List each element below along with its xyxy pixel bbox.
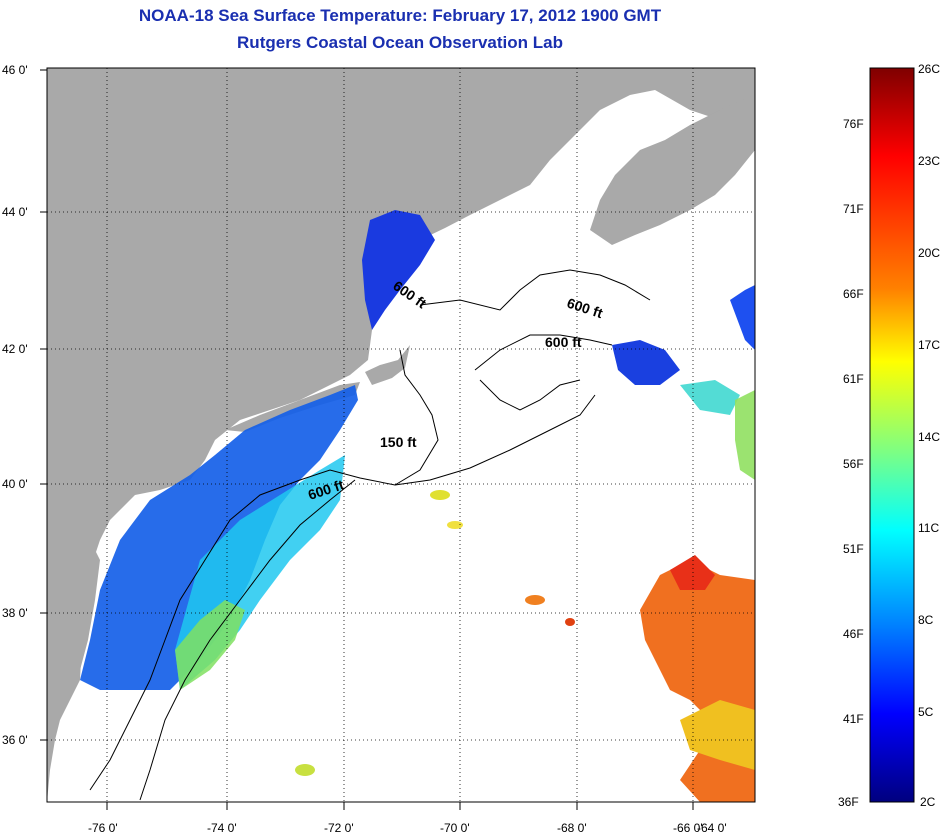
contour-label: 150 ft <box>380 434 417 450</box>
colorbar-celsius-label: 11C <box>918 521 939 535</box>
map-subtitle: Rutgers Coastal Ocean Observation Lab <box>237 33 563 52</box>
sst-gulf-stream-red <box>670 555 715 590</box>
colorbar-celsius-label: 23C <box>918 154 940 168</box>
lon-tick-label: -68 0' <box>557 821 587 835</box>
lon-tick-label: -66 0' <box>673 821 703 835</box>
bathymetry-contours <box>89 269 651 801</box>
sst-patch <box>295 764 315 776</box>
sst-patch <box>565 618 575 626</box>
colorbar-celsius-label: 20C <box>918 246 940 260</box>
sst-gulf-maine <box>362 210 435 330</box>
colorbar-fahrenheit-label: 41F <box>843 712 864 726</box>
colorbar-celsius-label: 2C <box>920 795 936 809</box>
sst-east-green <box>735 390 755 480</box>
land-mainland <box>47 68 755 802</box>
lon-tick-label: -72 0' <box>324 821 354 835</box>
colorbar-celsius-label: 8C <box>918 613 934 627</box>
colorbar-fahrenheit-label: 36F <box>838 795 859 809</box>
lon-tick-label: -76 0' <box>88 821 118 835</box>
lon-tick-label: -64 0' <box>697 821 727 835</box>
lat-tick-label: 42 0' <box>2 342 28 356</box>
colorbar-celsius-label: 14C <box>918 430 940 444</box>
land-nova-scotia <box>590 95 755 245</box>
colorbar-fahrenheit-label: 56F <box>843 457 864 471</box>
colorbar-celsius-label: 5C <box>918 705 934 719</box>
plot-frame <box>46 67 756 803</box>
contour-label: 600 ft <box>545 334 582 350</box>
sst-patch <box>430 490 450 500</box>
colorbar-fahrenheit-label: 61F <box>843 372 864 386</box>
colorbar-fahrenheit-label: 46F <box>843 627 864 641</box>
land-long-island <box>225 382 360 432</box>
sst-patch <box>447 521 463 529</box>
colorbar <box>869 67 915 803</box>
colorbar-celsius-label: 17C <box>918 338 940 352</box>
sst-patch <box>525 595 545 605</box>
land-cape-cod <box>365 345 410 385</box>
land-delmarva <box>72 540 100 670</box>
colorbar-fahrenheit-label: 71F <box>843 202 864 216</box>
lat-tick-label: 40 0' <box>2 477 28 491</box>
lat-tick-label: 36 0' <box>2 733 28 747</box>
colorbar-fahrenheit-label: 66F <box>843 287 864 301</box>
lon-tick-label: -74 0' <box>207 821 237 835</box>
lat-tick-label: 46 0' <box>2 63 28 77</box>
colorbar-celsius-label: 26C <box>918 62 940 76</box>
sst-gulf-stream-yellow <box>680 700 755 770</box>
sst-east-cyan <box>680 380 740 415</box>
colorbar-fahrenheit-label: 76F <box>843 117 864 131</box>
sst-east-blue <box>612 340 680 385</box>
sst-east-blue-edge <box>730 285 755 350</box>
colorbar-fahrenheit-label: 51F <box>843 542 864 556</box>
lat-tick-label: 38 0' <box>2 606 28 620</box>
lon-tick-label: -70 0' <box>440 821 470 835</box>
lat-tick-label: 44 0' <box>2 205 28 219</box>
map-title: NOAA-18 Sea Surface Temperature: Februar… <box>138 6 662 25</box>
